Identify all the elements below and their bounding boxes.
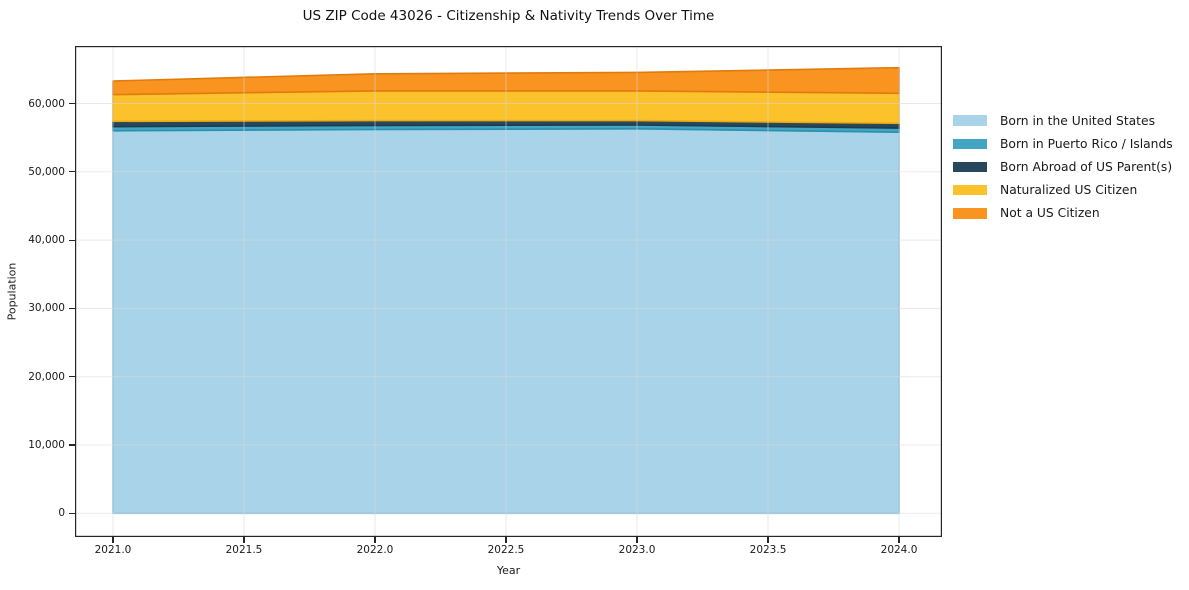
y-tick-label: 50,000 xyxy=(28,165,65,178)
stacked-area-plot xyxy=(75,46,942,537)
y-tick-label: 0 xyxy=(58,507,65,520)
x-tick-label: 2023.0 xyxy=(618,544,656,556)
x-tick-mark xyxy=(767,537,769,543)
x-tick-mark xyxy=(374,537,376,543)
legend-label: Not a US Citizen xyxy=(1000,206,1100,221)
plot-area xyxy=(75,46,942,537)
y-tick-mark xyxy=(69,239,75,241)
x-tick-label: 2023.5 xyxy=(749,544,787,556)
y-tick-label: 30,000 xyxy=(28,302,65,315)
legend-swatch xyxy=(953,115,987,126)
y-tick-mark xyxy=(69,444,75,446)
x-tick-label: 2024.0 xyxy=(880,544,918,556)
y-axis-label: Population xyxy=(5,262,19,321)
legend-swatch xyxy=(953,208,987,219)
x-tick-mark xyxy=(898,537,900,543)
y-tick-mark xyxy=(69,376,75,378)
y-tick-label: 10,000 xyxy=(28,439,65,451)
x-tick-mark xyxy=(636,537,638,543)
y-tick-label: 20,000 xyxy=(28,370,65,383)
legend-swatch xyxy=(953,184,987,196)
x-tick-mark xyxy=(243,537,245,543)
legend-label: Born in Puerto Rico / Islands xyxy=(1000,136,1173,151)
x-tick-label: 2022.5 xyxy=(487,544,525,556)
legend-swatch xyxy=(953,138,987,150)
x-tick-mark xyxy=(112,537,114,543)
plot-border xyxy=(75,46,942,537)
legend-item: Born Abroad of US Parent(s) xyxy=(953,155,1173,178)
chart-title: US ZIP Code 43026 - Citizenship & Nativi… xyxy=(302,8,715,24)
x-tick-label: 2021.0 xyxy=(94,544,132,556)
legend-label: Born in the United States xyxy=(1000,113,1155,128)
x-tick-label: 2021.5 xyxy=(225,544,263,556)
legend-swatch xyxy=(953,161,987,173)
y-tick-mark xyxy=(69,307,75,309)
legend-item: Born in Puerto Rico / Islands xyxy=(953,132,1173,155)
legend-label: Born Abroad of US Parent(s) xyxy=(1000,159,1173,174)
y-tick-mark xyxy=(69,171,75,173)
y-tick-label: 60,000 xyxy=(28,97,65,110)
y-tick-label: 40,000 xyxy=(28,234,65,247)
legend-item: Not a US Citizen xyxy=(953,202,1173,225)
x-axis-label: Year xyxy=(496,564,521,577)
legend-item: Naturalized US Citizen xyxy=(953,179,1173,202)
legend: Born in the United States Born in Puerto … xyxy=(953,109,1173,225)
y-tick-mark xyxy=(69,512,75,514)
legend-item: Born in the United States xyxy=(953,109,1173,132)
y-tick-mark xyxy=(69,102,75,105)
legend-label: Naturalized US Citizen xyxy=(1000,183,1138,198)
x-tick-mark xyxy=(505,537,507,543)
x-tick-label: 2022.0 xyxy=(356,544,394,556)
